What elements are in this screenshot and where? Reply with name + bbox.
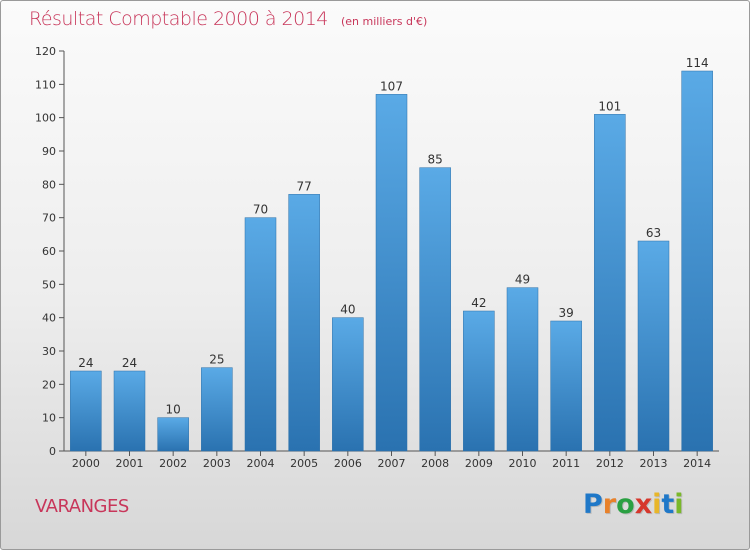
x-tick-label-2003: 2003 [203,457,231,470]
commune-name: VARANGES [35,496,129,517]
value-label-2014: 114 [686,56,709,70]
bar-2001 [113,370,146,452]
bar-2013 [637,240,670,452]
value-label-2005: 77 [297,179,312,193]
x-tick-label-2013: 2013 [640,457,668,470]
value-label-2010: 49 [515,273,530,287]
value-label-2006: 40 [340,303,355,317]
x-tick-label-2004: 2004 [247,457,275,470]
value-label-2001: 24 [122,356,137,370]
bar-2009 [463,310,495,452]
x-tick-label-2008: 2008 [421,457,449,470]
x-tick-label-2014: 2014 [683,457,711,470]
y-tick-label: 60 [42,245,56,258]
x-tick-label-2002: 2002 [159,457,187,470]
bar-2005 [288,194,320,452]
value-label-2007: 107 [380,79,403,93]
x-tick-label-2005: 2005 [290,457,318,470]
value-label-2000: 24 [78,356,93,370]
logo-letter: t [661,489,675,520]
proxiti-logo: Proxiti [583,489,684,520]
x-tick-label-2001: 2001 [116,457,144,470]
logo-letter: o [616,489,635,520]
logo-letter: i [674,489,684,520]
bar-2012 [594,114,626,452]
y-tick-label: 100 [35,112,56,125]
bar-2010 [506,287,539,452]
value-label-2008: 85 [428,153,443,167]
x-tick-label-2009: 2009 [465,457,493,470]
chart-title: Résultat Comptable 2000 à 2014 (en milli… [29,8,427,30]
bar-2008 [419,167,451,452]
value-label-2004: 70 [253,203,268,217]
chart-title-main: Résultat Comptable 2000 à 2014 [29,8,328,30]
y-tick-label: 20 [42,378,56,391]
value-label-2009: 42 [471,296,486,310]
y-tick-label: 0 [49,445,56,458]
chart-bars [70,70,713,452]
value-label-2012: 101 [598,99,621,113]
x-tick-label-2006: 2006 [334,457,362,470]
bar-2007 [375,94,408,452]
logo-letter: i [652,489,662,520]
value-label-2002: 10 [166,403,181,417]
x-tick-label-2012: 2012 [596,457,624,470]
x-tick-label-2010: 2010 [509,457,537,470]
logo-letter: x [634,489,653,520]
y-tick-label: 80 [42,178,56,191]
bar-2014 [681,70,713,452]
value-label-2003: 25 [209,353,224,367]
y-tick-label: 120 [35,45,56,58]
bar-2002 [157,417,189,452]
logo-letter: r [602,489,617,520]
x-tick-label-2000: 2000 [72,457,100,470]
value-label-2013: 63 [646,226,661,240]
x-tick-label-2011: 2011 [552,457,580,470]
y-tick-label: 90 [42,145,56,158]
chart-title-unit: (en milliers d'€) [340,15,428,28]
bar-2006 [332,317,364,452]
chart-labels: 2000 24 2001 24 2002 10 2003 25 2004 70 2005 77 2006… [72,56,711,470]
y-tick-label: 70 [42,212,56,225]
logo-letter: P [583,489,603,520]
y-tick-label: 30 [42,345,56,358]
y-tick-label: 50 [42,278,56,291]
bar-2000 [70,370,102,452]
y-tick-label: 10 [42,412,56,425]
bar-2003 [201,367,233,452]
x-tick-label-2007: 2007 [378,457,406,470]
y-tick-label: 110 [35,78,56,91]
value-label-2011: 39 [559,306,574,320]
bar-2011 [550,320,582,452]
bar-2004 [244,217,277,452]
y-tick-label: 40 [42,312,56,325]
